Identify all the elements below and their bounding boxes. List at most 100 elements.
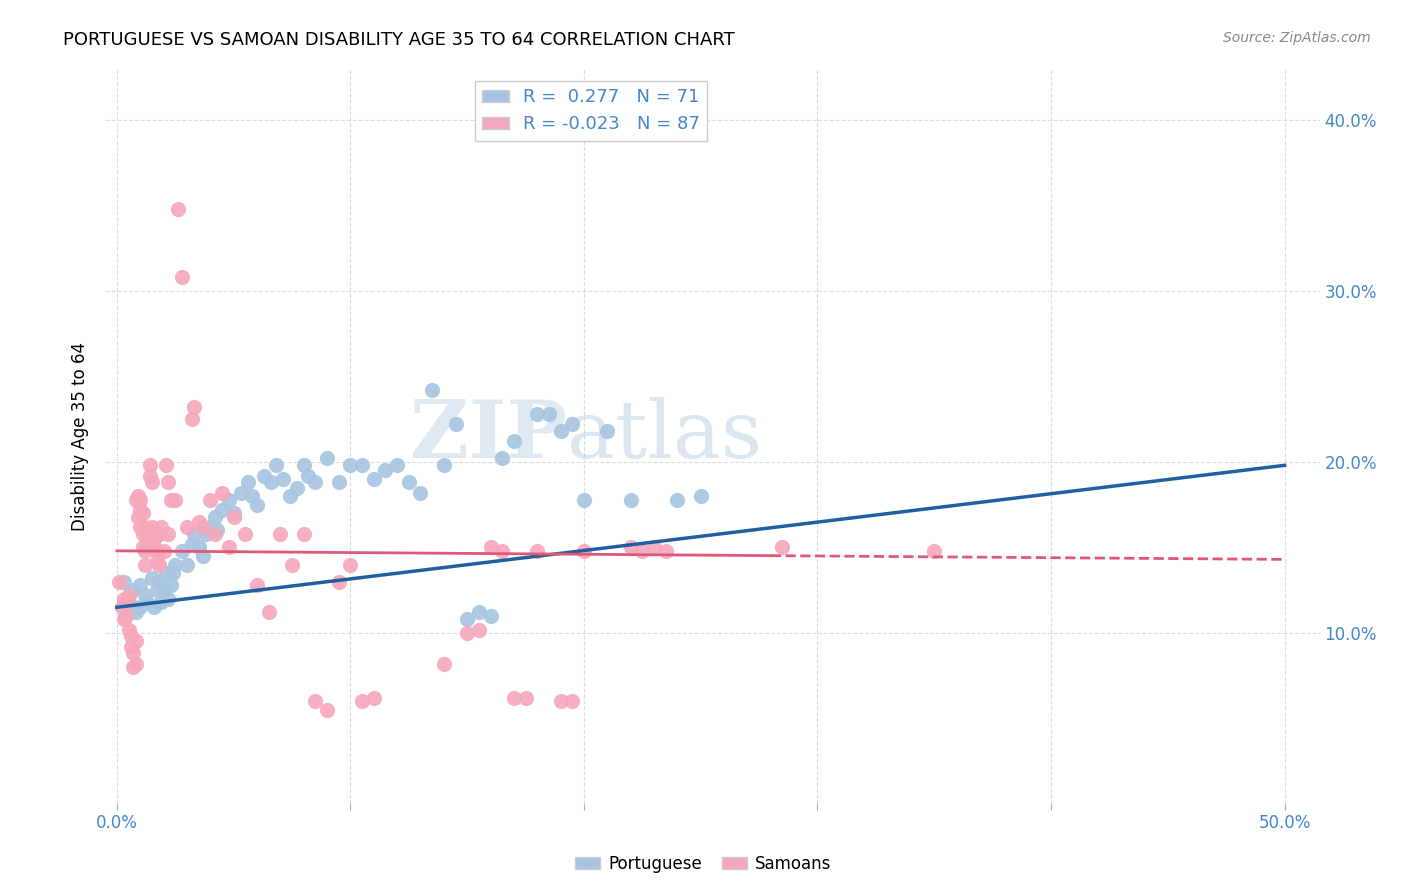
Point [157,475,180,490]
Point [281,558,304,572]
Point [129,503,152,517]
Point [138,468,160,483]
Point [145,583,167,598]
Point [157,591,180,606]
Point [183,526,205,541]
Legend: Portuguese, Samoans: Portuguese, Samoans [568,848,838,880]
Point [233,526,256,541]
Point [120,640,142,654]
Point [127,509,149,524]
Text: atlas: atlas [567,397,762,475]
Point [115,608,138,623]
Point [143,600,166,615]
Point [108,574,131,589]
Point [141,526,163,541]
Point [166,202,188,216]
Point [152,544,174,558]
Point [117,623,139,637]
Point [134,520,156,534]
Y-axis label: Disability Age 35 to 64: Disability Age 35 to 64 [72,342,89,531]
Point [409,485,432,500]
Point [117,588,139,602]
Point [278,489,301,503]
Point [550,424,572,438]
Point [339,458,361,473]
Point [122,660,145,674]
Point [479,608,502,623]
Point [115,595,138,609]
Point [157,526,180,541]
Point [136,532,159,546]
Point [159,578,181,592]
Point [304,475,326,490]
Point [211,485,233,500]
Point [271,472,294,486]
Point [269,526,291,541]
Point [124,657,146,671]
Text: PORTUGUESE VS SAMOAN DISABILITY AGE 35 TO 64 CORRELATION CHART: PORTUGUESE VS SAMOAN DISABILITY AGE 35 T… [63,31,735,49]
Point [561,694,583,708]
Point [328,475,350,490]
Point [165,492,187,507]
Point [456,626,478,640]
Point [561,417,583,432]
Point [176,558,198,572]
Point [155,458,177,473]
Point [420,383,443,397]
Point [204,526,226,541]
Point [316,451,339,466]
Point [194,526,217,541]
Point [141,475,163,490]
Point [136,541,159,555]
Point [433,458,456,473]
Point [253,468,276,483]
Point [138,458,160,473]
Point [129,600,152,615]
Point [180,537,202,551]
Point [352,694,374,708]
Point [222,506,245,520]
Point [385,458,408,473]
Point [131,506,153,520]
Point [468,606,491,620]
Point [526,407,548,421]
Point [537,407,560,421]
Point [292,458,315,473]
Point [112,574,135,589]
Point [222,509,245,524]
Point [572,544,595,558]
Point [515,690,537,705]
Point [285,481,308,495]
Point [550,694,572,708]
Point [257,606,280,620]
Point [145,544,167,558]
Point [110,600,132,615]
Point [134,544,156,558]
Point [468,623,491,637]
Point [124,634,146,648]
Point [134,558,156,572]
Point [200,520,222,534]
Point [643,541,665,555]
Point [124,492,146,507]
Point [229,485,252,500]
Point [165,558,187,572]
Point [131,541,153,555]
Point [141,520,163,534]
Point [120,629,142,643]
Point [479,541,502,555]
Point [352,458,374,473]
Point [491,544,513,558]
Point [260,475,283,490]
Point [246,578,269,592]
Point [922,544,945,558]
Point [124,606,146,620]
Point [117,595,139,609]
Point [129,578,152,592]
Point [491,451,513,466]
Point [112,612,135,626]
Point [122,583,145,598]
Point [444,417,467,432]
Point [172,544,194,558]
Point [193,549,215,563]
